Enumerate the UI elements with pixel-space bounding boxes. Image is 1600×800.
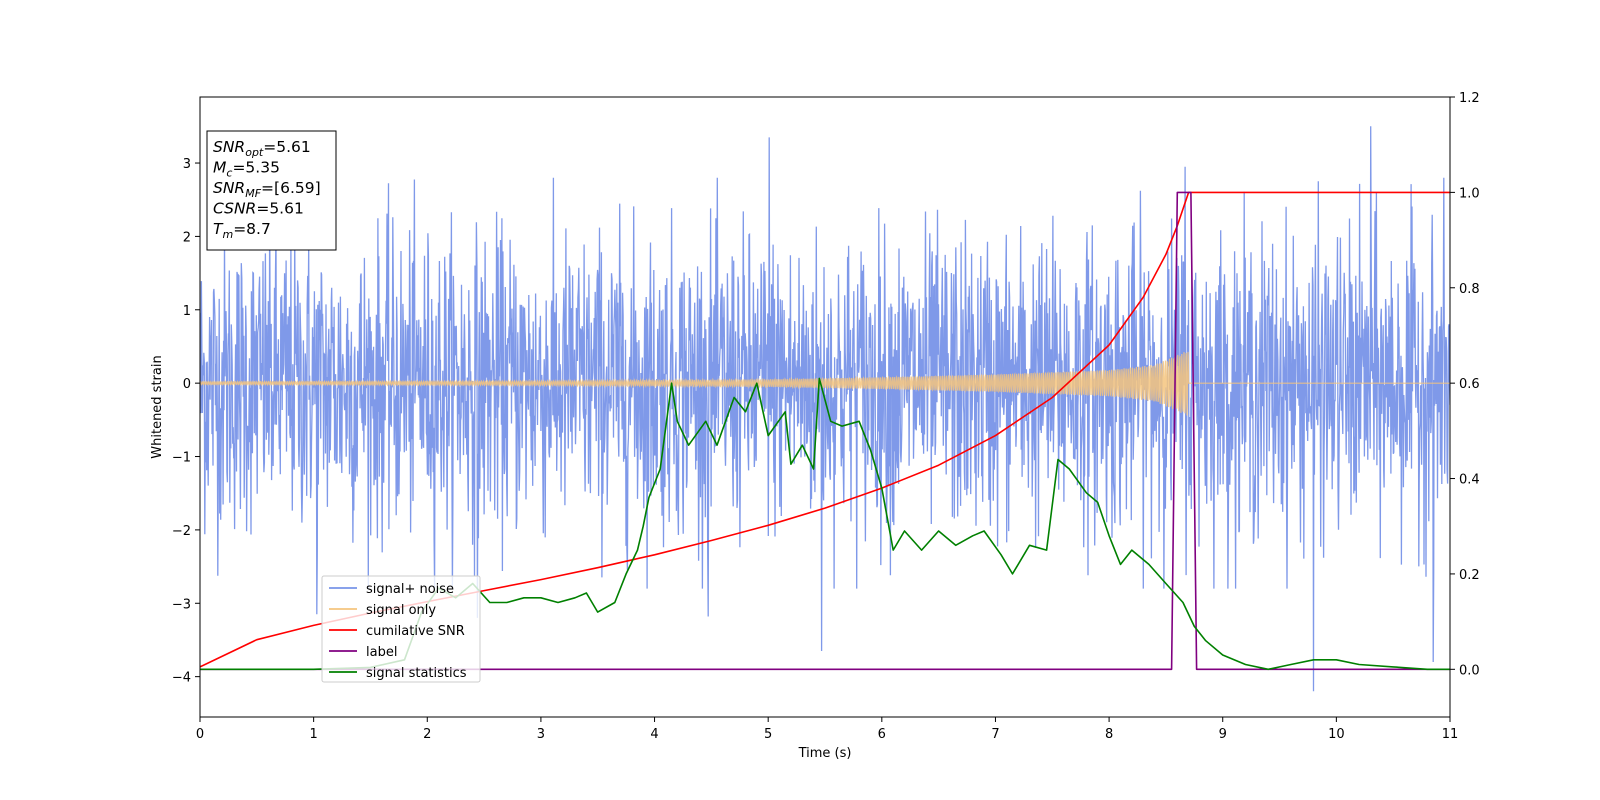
y-tick-label: 0 bbox=[183, 377, 191, 392]
info-line: SNRMF=[6.59] bbox=[213, 179, 321, 200]
x-tick-label: 1 bbox=[309, 727, 317, 742]
info-line-symbol: SNR bbox=[213, 179, 245, 197]
series-line-signal-noise bbox=[200, 126, 1450, 692]
y2-tick-label: 0.8 bbox=[1459, 282, 1480, 297]
y2-tick-label: 1.2 bbox=[1459, 91, 1480, 106]
info-line-subscript: m bbox=[222, 228, 233, 241]
y-tick-label: 3 bbox=[183, 157, 191, 172]
info-line-symbol: SNR bbox=[213, 138, 245, 156]
x-tick-label: 6 bbox=[878, 727, 886, 742]
legend-frame bbox=[321, 575, 481, 683]
y2-tick-label: 0.0 bbox=[1459, 663, 1480, 678]
x-tick-label: 4 bbox=[650, 727, 658, 742]
x-tick-label: 5 bbox=[764, 727, 772, 742]
x-axis-title: Time (s) bbox=[798, 746, 852, 761]
info-line: Tm=8.7 bbox=[213, 220, 271, 241]
info-line-subscript: c bbox=[226, 167, 232, 180]
y-tick-label: −1 bbox=[172, 451, 191, 466]
info-line-value: =5.61 bbox=[256, 200, 304, 218]
info-line-value: =5.35 bbox=[232, 159, 280, 177]
y2-tick-label: 0.6 bbox=[1459, 377, 1480, 392]
info-line-subscript: opt bbox=[245, 146, 264, 159]
x-tick-label: 9 bbox=[1219, 727, 1227, 742]
x-tick-label: 2 bbox=[423, 727, 431, 742]
x-tick-label: 8 bbox=[1105, 727, 1113, 742]
y-tick-label: 2 bbox=[183, 230, 191, 245]
info-box: SNRopt=5.61Mc=5.35SNRMF=[6.59]CSNR=5.61T… bbox=[206, 130, 337, 251]
info-line-symbol: T bbox=[213, 220, 224, 238]
info-line-value: =8.7 bbox=[233, 220, 271, 238]
info-line-symbol: M bbox=[213, 159, 226, 177]
x-tick-label: 11 bbox=[1442, 727, 1459, 742]
x-tick-label: 7 bbox=[991, 727, 999, 742]
plot-frame bbox=[199, 96, 1451, 718]
legend-label: signal only bbox=[366, 603, 436, 618]
y-tick-label: 1 bbox=[183, 304, 191, 319]
x-tick-label: 10 bbox=[1328, 727, 1345, 742]
y-axis-title: Whitened strain bbox=[150, 355, 165, 458]
y-tick-label: −4 bbox=[172, 671, 191, 686]
y2-tick-label: 1.0 bbox=[1459, 186, 1480, 201]
legend-label: signal statistics bbox=[366, 666, 467, 681]
legend-label: signal+ noise bbox=[366, 582, 454, 597]
info-line: SNRopt=5.61 bbox=[213, 138, 311, 159]
y2-tick-label: 0.4 bbox=[1459, 473, 1480, 488]
y-tick-label: −3 bbox=[172, 597, 191, 612]
x-axis: 0 1 2 3 4 5 6 7 8 9 10 11 bbox=[196, 717, 1458, 742]
info-line-symbol: CSNR bbox=[213, 200, 256, 218]
legend-label: cumilative SNR bbox=[366, 624, 465, 639]
info-line-value: =5.61 bbox=[263, 138, 311, 156]
x-tick-label: 0 bbox=[196, 727, 204, 742]
info-line-value: =[6.59] bbox=[261, 179, 321, 197]
right-y-axis: 1.2 1.0 0.8 0.6 0.4 0.2 0.0 bbox=[1450, 91, 1480, 678]
legend-label: label bbox=[366, 645, 397, 660]
y2-tick-label: 0.2 bbox=[1459, 568, 1480, 583]
info-box-frame bbox=[206, 130, 337, 251]
legend: signal+ noise signal only cumilative SNR la… bbox=[321, 575, 481, 683]
info-line-subscript: MF bbox=[245, 187, 261, 200]
x-tick-label: 3 bbox=[537, 727, 545, 742]
series-line-label bbox=[200, 191, 1450, 671]
y-tick-label: −2 bbox=[172, 524, 191, 539]
series-line-signal-statistics bbox=[200, 377, 1450, 671]
info-line: CSNR=5.61 bbox=[213, 200, 304, 218]
left-y-axis: 3 2 1 0 −1 −2 −3 −4 bbox=[172, 157, 200, 686]
info-line: Mc=5.35 bbox=[213, 159, 280, 180]
series-line-signal-only bbox=[200, 351, 1450, 416]
